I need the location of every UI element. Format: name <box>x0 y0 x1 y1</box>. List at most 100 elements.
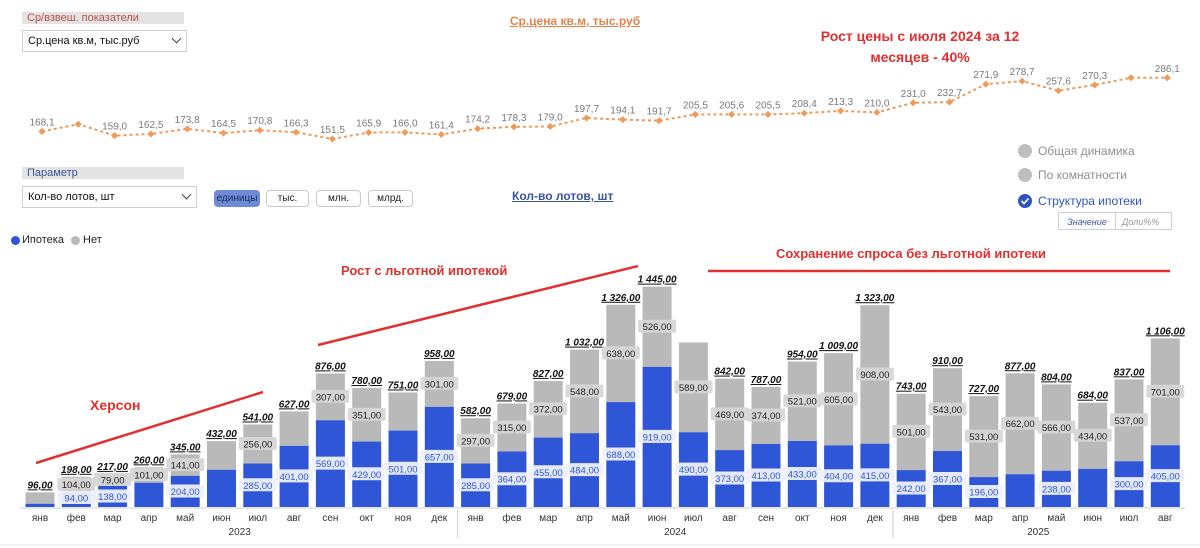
price-point <box>764 110 772 118</box>
price-point <box>655 117 663 125</box>
price-chart-title[interactable]: Ср.цена кв.м, тыс.руб <box>509 14 641 28</box>
total-label: 96,00 <box>27 480 52 491</box>
price-growth-line-2: месяцев - 40% <box>870 49 970 65</box>
no-mortgage-label: 537,00 <box>1114 416 1143 427</box>
unit-button-units[interactable]: единицы <box>214 190 260 207</box>
x-tick-label: фев <box>938 512 957 524</box>
label-bg <box>1110 413 1148 427</box>
price-label: 208,4 <box>792 99 817 110</box>
price-label: 231,0 <box>901 89 926 100</box>
no-mortgage-label: 638,00 <box>606 349 635 360</box>
price-label: 210,0 <box>864 98 889 109</box>
label-bg <box>347 407 386 421</box>
price-point <box>1018 77 1026 85</box>
price-point <box>328 135 336 143</box>
price-point <box>292 128 300 136</box>
price-point <box>837 107 845 115</box>
price-point <box>74 120 82 128</box>
total-label: 432,00 <box>205 429 237 440</box>
checkmark-icon <box>1020 197 1030 205</box>
price-point <box>800 109 808 117</box>
no-mortgage-label: 434,00 <box>1078 431 1107 442</box>
year-label: 2023 <box>229 527 252 538</box>
price-label: 197,7 <box>574 104 599 115</box>
no-mortgage-label: 256,00 <box>243 440 272 451</box>
chevron-down-icon <box>171 33 182 44</box>
label-bg <box>710 471 749 485</box>
label-bg <box>601 447 640 461</box>
radio-mortgage-structure[interactable] <box>1018 194 1032 208</box>
unit-button-millions[interactable]: млн. <box>316 190 361 207</box>
x-tick-label: июн <box>1083 513 1102 524</box>
x-tick-label: мар <box>539 513 557 524</box>
price-point <box>38 127 46 135</box>
price-point <box>437 130 445 139</box>
price-point <box>1091 81 1099 89</box>
x-tick-label: янв <box>467 513 483 524</box>
label-bg <box>57 491 96 504</box>
lots-chart-title[interactable]: Кол-во лотов, шт <box>512 189 614 203</box>
toggle-share[interactable]: Доли%% <box>1115 212 1172 230</box>
x-tick-label: апр <box>141 513 158 524</box>
label-bg <box>275 469 314 483</box>
price-label: 174,2 <box>465 115 490 126</box>
year-label: 2024 <box>664 527 687 538</box>
mortgage-label: 138,00 <box>98 492 127 503</box>
mortgage-label: 204,00 <box>171 487 200 498</box>
radio-general-dynamics[interactable] <box>1018 144 1032 158</box>
mortgage-label: 367,00 <box>933 475 962 486</box>
label-bg <box>747 468 785 482</box>
unit-button-thousands[interactable]: тыс. <box>266 190 309 207</box>
price-label: 257,6 <box>1046 77 1071 88</box>
growth-preferential-annotation: Рост с льготной ипотекой <box>341 263 508 278</box>
price-point <box>147 130 155 138</box>
no-mortgage-label: 566,00 <box>1042 423 1071 434</box>
no-mortgage-label: 662,00 <box>1006 419 1035 430</box>
no-mortgage-label: 589,00 <box>679 383 708 394</box>
x-tick-label: фев <box>502 512 521 524</box>
price-point <box>474 125 482 133</box>
total-label: 582,00 <box>460 406 491 417</box>
price-label: 205,5 <box>683 100 708 111</box>
total-label: 827,00 <box>533 369 564 380</box>
kherson-trend-line <box>35 390 264 465</box>
label-bg <box>1146 469 1185 483</box>
price-label: 162,5 <box>138 120 163 131</box>
mortgage-label: 404,00 <box>824 472 853 483</box>
total-label: 780,00 <box>351 376 382 387</box>
label-bg <box>238 478 277 492</box>
no-mortgage-label: 307,00 <box>316 392 345 403</box>
no-mortgage-label: 301,00 <box>425 379 454 390</box>
mortgage-label: 405,00 <box>1151 472 1180 483</box>
radio-by-rooms[interactable] <box>1018 168 1032 182</box>
label-bg <box>492 472 531 486</box>
mortgage-label: 364,00 <box>497 475 526 486</box>
price-point <box>619 116 627 124</box>
x-tick-label: июн <box>212 513 231 524</box>
no-mortgage-label: 351,00 <box>352 410 381 421</box>
no-mortgage-label: 521,00 <box>788 397 817 408</box>
price-point <box>1127 74 1135 82</box>
label-bg <box>93 489 132 503</box>
x-tick-label: ноя <box>830 513 847 524</box>
no-mortgage-label: 526,00 <box>643 322 672 333</box>
legend-no-mortgage-swatch <box>71 236 80 245</box>
price-selector-value: Ср.цена кв.м, тыс.руб <box>28 35 140 47</box>
label-bg <box>601 346 640 360</box>
no-mortgage-label: 297,00 <box>461 436 490 447</box>
label-bg <box>855 367 894 381</box>
x-tick-label: май <box>176 513 194 524</box>
mortgage-label: 484,00 <box>570 466 599 477</box>
param-selector-dropdown[interactable]: Кол-во лотов, шт <box>22 186 197 208</box>
x-tick-label: янв <box>903 513 919 524</box>
unit-button-billions[interactable]: млрд. <box>368 190 413 207</box>
label-bg <box>964 485 1003 499</box>
toggle-value[interactable]: Значение <box>1058 212 1116 230</box>
price-point <box>365 128 373 136</box>
x-tick-label: мар <box>104 513 122 524</box>
label-bg <box>638 319 677 333</box>
x-tick-label: ноя <box>395 513 412 524</box>
total-label: 837,00 <box>1114 367 1145 378</box>
total-label: 1 326,00 <box>601 293 640 304</box>
price-selector-dropdown[interactable]: Ср.цена кв.м, тыс.руб <box>22 30 187 52</box>
